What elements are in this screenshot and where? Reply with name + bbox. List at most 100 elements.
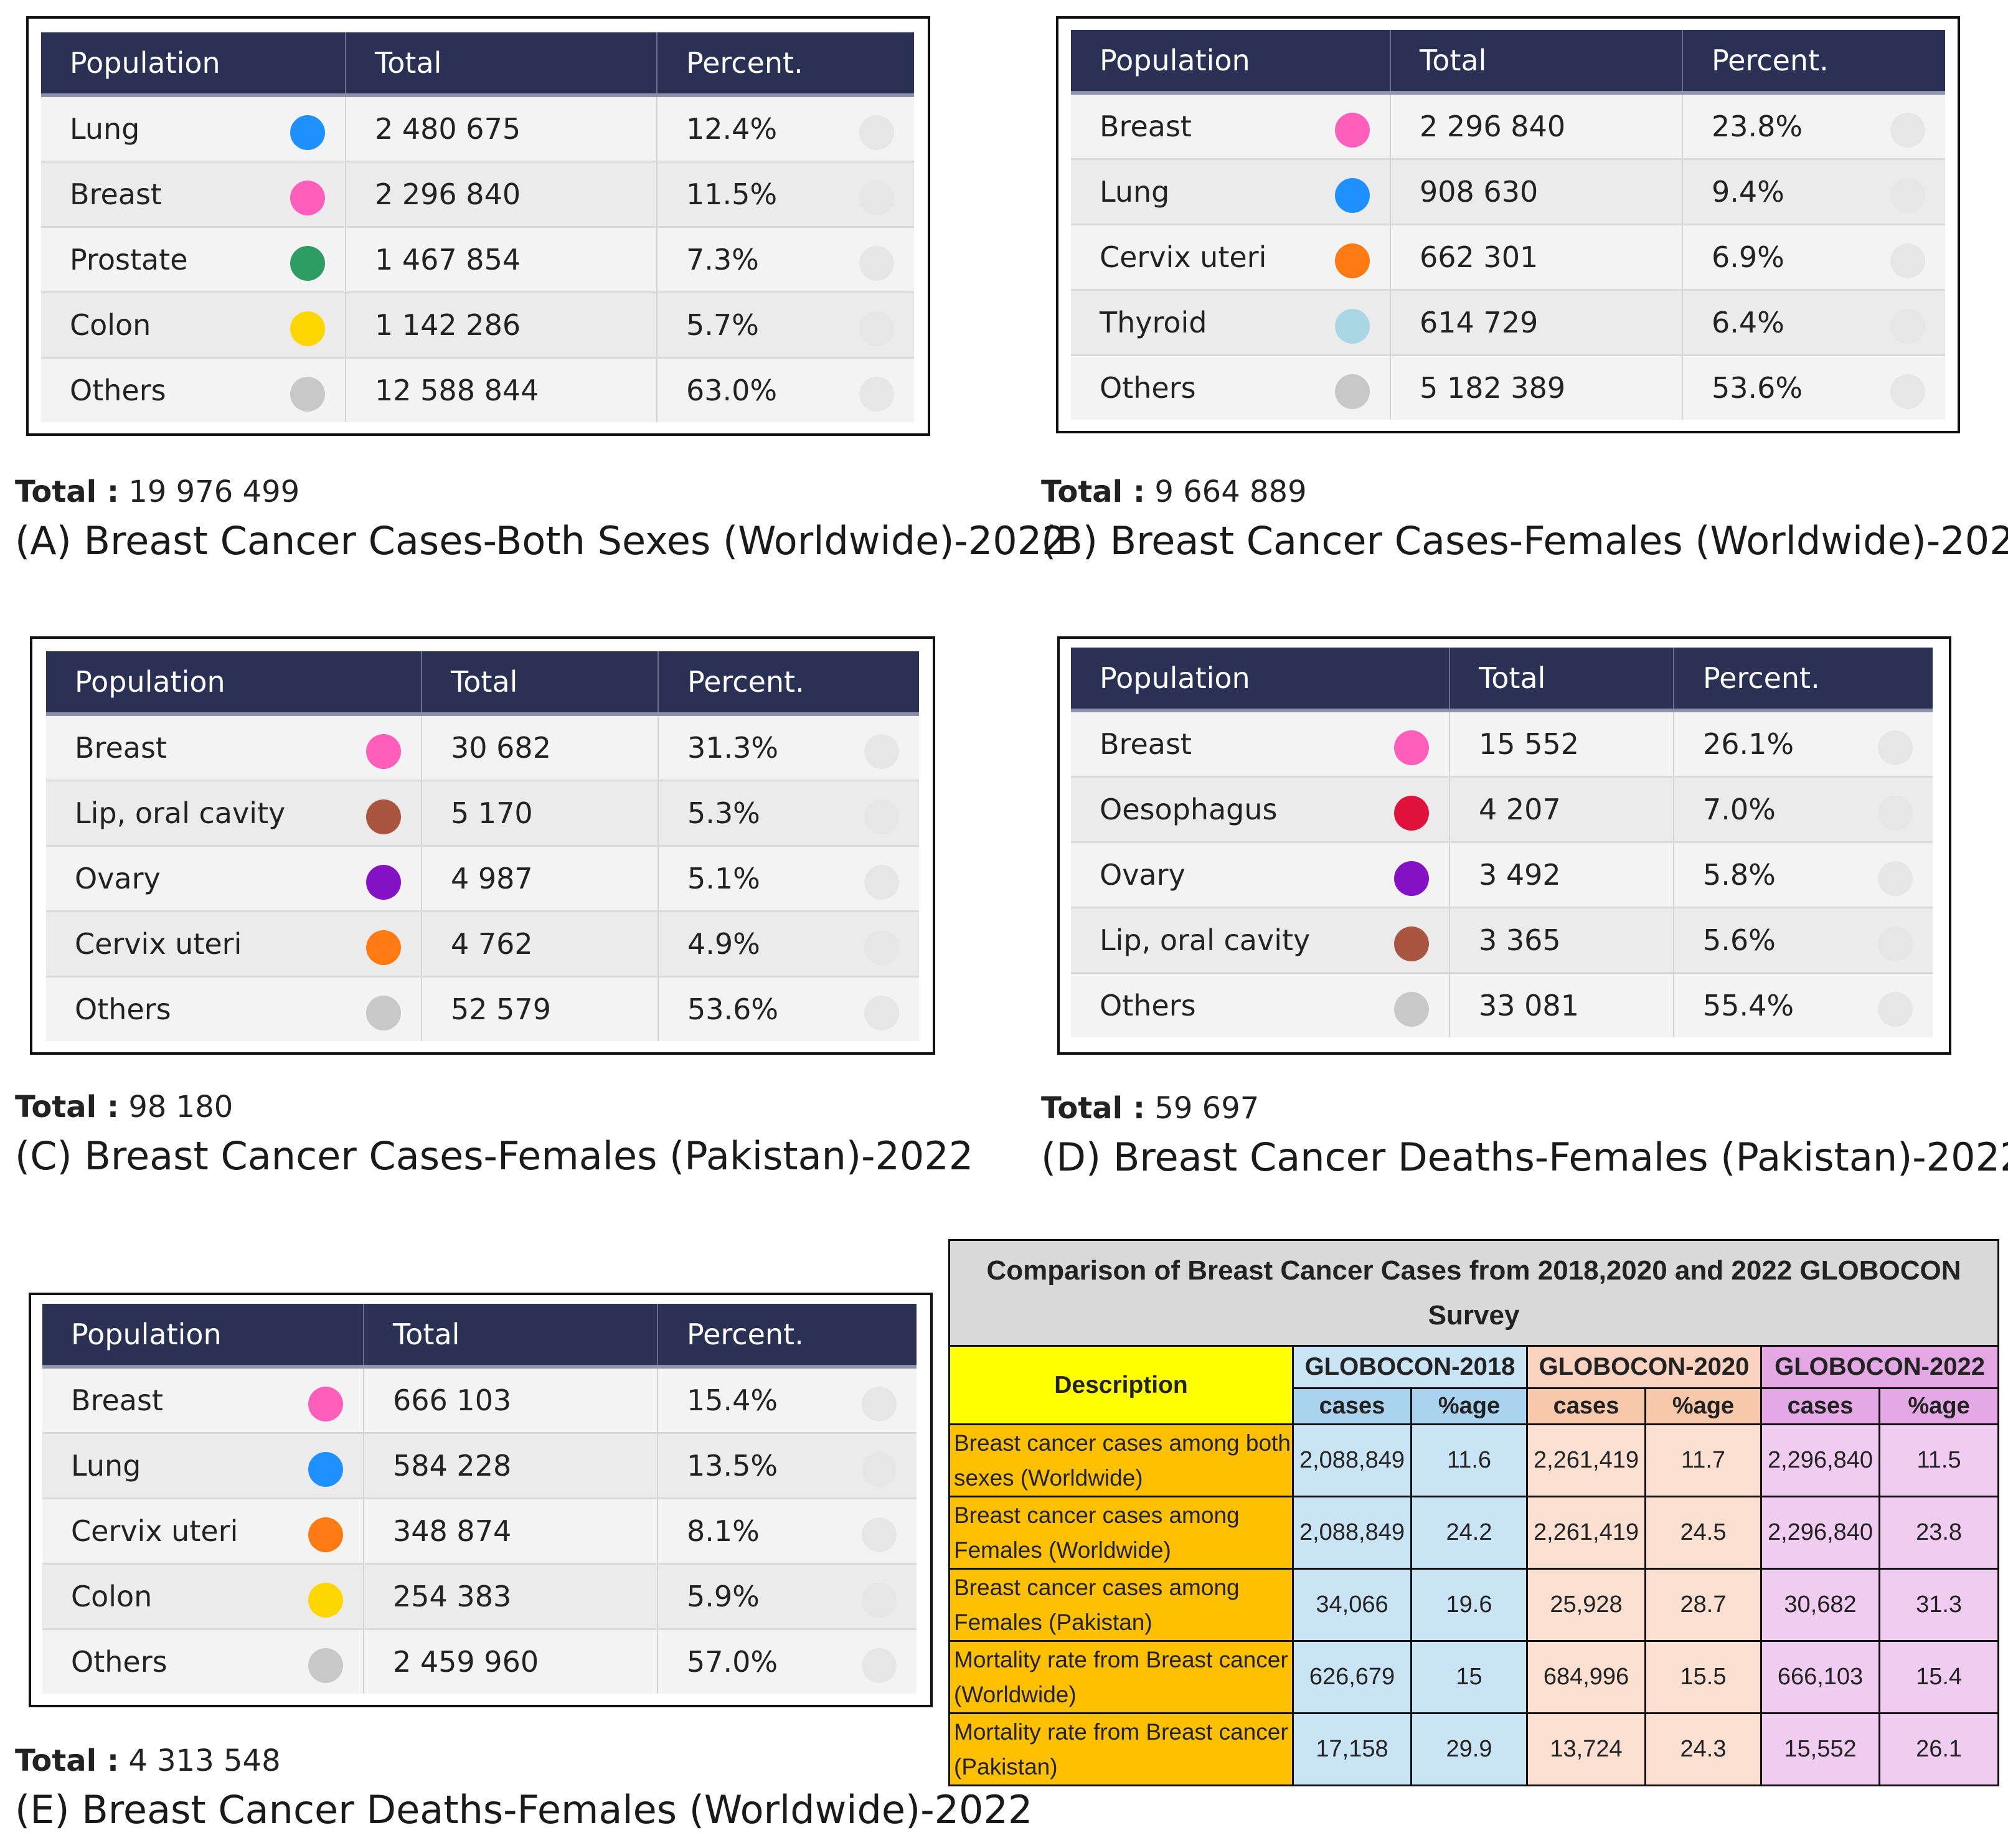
percent-cell: 26.1% [1674, 710, 1933, 778]
percent-cell: 5.3% [658, 780, 919, 847]
total-cell: 52 579 [422, 976, 659, 1041]
column-header-percent-d: Percent. [1674, 648, 1933, 712]
column-header-population-a: Population [41, 32, 346, 97]
legend-dot-icon [366, 996, 401, 1030]
percent-value: 15.4% [687, 1384, 778, 1417]
total-cell: 4 207 [1449, 776, 1674, 843]
table-row: Lung 908 630 9.4% [1071, 159, 1945, 225]
table-row: Lung 2 480 675 12.4% [41, 95, 914, 163]
toggle-circle-icon [864, 865, 899, 900]
population-cell: Lip, oral cavity [1071, 907, 1450, 974]
percent-cell: 23.8% [1682, 93, 1945, 160]
column-header-total-a: Total [346, 32, 658, 97]
value-cell: 23.8 [1878, 1496, 2000, 1570]
total-cell: 1 467 854 [346, 227, 658, 293]
legend-dot-icon [1335, 374, 1370, 409]
value-cell: 15.5 [1644, 1640, 1762, 1714]
description-cell: Breast cancer cases among Females (Pakis… [948, 1568, 1294, 1642]
population-cell: Thyroid [1071, 290, 1391, 356]
value-cell: 2,088,849 [1292, 1423, 1412, 1497]
column-header-total-d: Total [1449, 648, 1674, 712]
population-cell: Cervix uteri [42, 1498, 364, 1565]
table-row: Mortality rate from Breast cancer (World… [948, 1640, 2000, 1714]
panel-title-c: (C) Breast Cancer Cases-Females (Pakista… [15, 1133, 974, 1179]
percent-value: 5.3% [687, 796, 760, 830]
value-cell: 28.7 [1644, 1568, 1762, 1642]
value-cell: 626,679 [1292, 1640, 1412, 1714]
legend-dot-icon [1394, 926, 1429, 961]
percent-cell: 7.3% [657, 227, 914, 293]
population-cell: Others [1071, 355, 1391, 420]
table-row: Breast cancer cases among both sexes (Wo… [948, 1423, 2000, 1497]
toggle-circle-icon [859, 181, 894, 215]
population-cell: Colon [41, 292, 346, 359]
population-name: Others [1100, 371, 1196, 405]
value-cell: 24.2 [1410, 1496, 1528, 1570]
total-line-d: Total : 59 697 [1041, 1091, 1260, 1126]
population-cell: Breast [42, 1367, 364, 1434]
value-cell: 25,928 [1526, 1568, 1646, 1642]
legend-dot-icon [1335, 243, 1370, 278]
column-header-total-e: Total [364, 1304, 658, 1369]
percent-value: 7.3% [686, 243, 759, 276]
column-header-percent-e: Percent. [658, 1304, 917, 1369]
percent-value: 13.5% [687, 1449, 778, 1483]
panel-title-b: (B) Breast Cancer Cases-Females (Worldwi… [1041, 518, 2008, 563]
percent-cell: 63.0% [657, 357, 914, 422]
table-row: Others 33 081 55.4% [1071, 973, 1933, 1037]
legend-dot-icon [290, 377, 325, 412]
total-cell: 1 142 286 [346, 292, 658, 359]
table-row: Thyroid 614 729 6.4% [1071, 290, 1945, 356]
percent-value: 5.6% [1703, 923, 1776, 957]
percent-value: 5.8% [1703, 858, 1776, 892]
total-cell: 5 170 [422, 780, 659, 847]
population-name: Cervix uteri [75, 927, 242, 961]
table-row: Breast 2 296 840 23.8% [1071, 93, 1945, 160]
value-cell: 2,261,419 [1526, 1496, 1646, 1570]
table-row: Others 2 459 960 57.0% [42, 1629, 917, 1694]
percent-cell: 5.7% [657, 292, 914, 359]
legend-dot-icon [1394, 992, 1429, 1027]
subheader-percent-2018: %age [1410, 1387, 1528, 1425]
total-cell: 4 987 [422, 846, 659, 912]
table-row: Ovary 3 492 5.8% [1071, 842, 1933, 908]
total-cell: 2 296 840 [346, 161, 658, 228]
population-name: Lung [70, 112, 140, 146]
table-row: Colon 254 383 5.9% [42, 1563, 917, 1630]
comparison-body: Breast cancer cases among both sexes (Wo… [948, 1423, 2000, 1786]
percent-value: 55.4% [1703, 989, 1794, 1022]
percent-cell: 9.4% [1682, 159, 1945, 225]
table-row: Breast 15 552 26.1% [1071, 710, 1933, 778]
percent-value: 12.4% [686, 112, 778, 146]
percent-cell: 8.1% [658, 1498, 917, 1565]
percent-value: 26.1% [1703, 727, 1794, 761]
value-cell: 11.7 [1644, 1423, 1762, 1497]
population-name: Cervix uteri [1100, 240, 1267, 274]
legend-dot-icon [308, 1452, 343, 1487]
population-cell: Ovary [46, 846, 422, 912]
column-header-population-b: Population [1071, 30, 1391, 95]
percent-value: 23.8% [1712, 110, 1803, 143]
toggle-circle-icon [1878, 861, 1913, 896]
toggle-circle-icon [859, 311, 894, 346]
percent-value: 63.0% [686, 374, 778, 407]
group-header-2022: GLOBOCON-2022 [1760, 1345, 2000, 1389]
table-row: Mortality rate from Breast cancer (Pakis… [948, 1712, 2000, 1786]
legend-dot-icon [290, 181, 325, 215]
total-cell: 348 874 [364, 1498, 658, 1565]
table-row: Lung 584 228 13.5% [42, 1433, 917, 1499]
percent-value: 5.7% [686, 308, 759, 342]
population-cell: Breast [41, 161, 346, 228]
toggle-circle-icon [859, 115, 894, 150]
group-header-2018: GLOBOCON-2018 [1292, 1345, 1528, 1389]
column-header-population-d: Population [1071, 648, 1450, 712]
value-cell: 30,682 [1760, 1568, 1880, 1642]
legend-dot-icon [1335, 113, 1370, 148]
subheader-cases-2020: cases [1526, 1387, 1646, 1425]
value-cell: 15,552 [1760, 1712, 1880, 1786]
total-cell: 908 630 [1390, 159, 1683, 225]
description-cell: Breast cancer cases among both sexes (Wo… [948, 1423, 1294, 1497]
percent-cell: 12.4% [657, 95, 914, 163]
table-row: Cervix uteri 4 762 4.9% [46, 911, 919, 978]
total-cell: 12 588 844 [346, 357, 658, 422]
